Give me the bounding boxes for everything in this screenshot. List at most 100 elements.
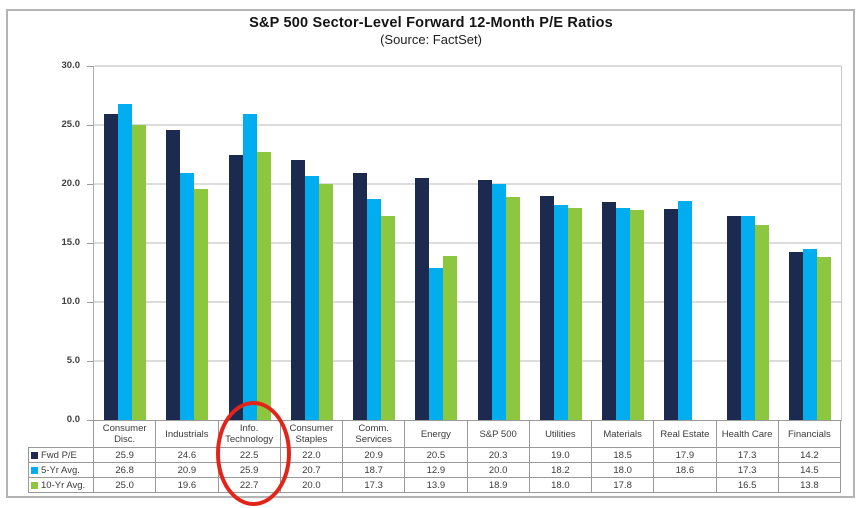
value-cell: 24.6 — [155, 447, 219, 463]
bar-5-yr-avg- — [242, 114, 257, 420]
bar-5-yr-avg- — [429, 267, 444, 420]
bar-10-yr-avg- — [630, 209, 645, 420]
highlight-ellipse-annotation — [215, 401, 291, 506]
chart-subtitle: (Source: FactSet) — [380, 32, 482, 47]
bar-5-yr-avg- — [118, 103, 133, 420]
value-cell: 16.5 — [715, 477, 779, 493]
bar-fwd-p-e — [228, 154, 243, 420]
gridline — [94, 124, 841, 126]
value-cell: 18.9 — [466, 477, 530, 493]
value-cell: 18.0 — [590, 462, 655, 478]
bar-10-yr-avg- — [256, 152, 271, 420]
bar-5-yr-avg- — [678, 200, 693, 420]
y-axis-tick — [87, 420, 93, 421]
category-header: Utilities — [528, 420, 593, 448]
gridline — [94, 301, 841, 303]
value-cell: 17.3 — [715, 462, 779, 478]
bar-group — [779, 66, 841, 420]
value-cell: 13.8 — [777, 477, 842, 493]
legend-swatch-icon — [31, 481, 38, 489]
value-cell: 18.0 — [528, 477, 593, 493]
bar-5-yr-avg- — [740, 215, 755, 420]
category-header: Health Care — [715, 420, 779, 448]
bar-group — [468, 66, 530, 420]
y-axis-label: 0.0 — [66, 414, 80, 425]
bar-group — [219, 66, 281, 420]
value-cell: 25.0 — [92, 477, 157, 493]
value-cell: 25.9 — [92, 447, 157, 463]
bar-10-yr-avg- — [816, 257, 831, 420]
bar-fwd-p-e — [166, 129, 181, 420]
table-row: 5-Yr Avg. 26.8 20.9 25.9 20.7 18.7 12.9 20.0 18.… — [28, 462, 842, 478]
bar-fwd-p-e — [104, 114, 119, 420]
gridline — [94, 242, 841, 244]
plot-area — [93, 65, 842, 421]
value-cell: 17.3 — [341, 477, 406, 493]
series-row-label: Fwd P/E — [28, 447, 94, 463]
value-cell: 17.3 — [715, 447, 779, 463]
value-cell: 26.8 — [92, 462, 157, 478]
value-cell: 20.3 — [466, 447, 530, 463]
bar-group — [156, 66, 218, 420]
bar-group — [717, 66, 779, 420]
y-axis-label: 30.0 — [61, 60, 81, 71]
value-cell: 20.5 — [404, 447, 468, 463]
bar-5-yr-avg- — [180, 173, 195, 420]
chart-title: S&P 500 Sector-Level Forward 12-Month P/… — [249, 15, 613, 31]
table-header-row: Consumer Disc. Industrials Info. Technolog… — [29, 420, 842, 448]
value-cell: 19.0 — [528, 447, 593, 463]
bar-group — [530, 66, 592, 420]
category-header: Industrials — [155, 420, 219, 448]
bar-fwd-p-e — [477, 180, 492, 420]
value-cell: 14.5 — [777, 462, 842, 478]
value-cell: 18.5 — [590, 447, 655, 463]
bar-10-yr-avg- — [754, 225, 769, 420]
y-axis-label: 25.0 — [61, 119, 81, 130]
value-cell: 22.0 — [279, 447, 344, 463]
data-table: Consumer Disc. Industrials Info. Technolog… — [28, 420, 842, 493]
value-cell: 13.9 — [404, 477, 468, 493]
bar-fwd-p-e — [788, 252, 803, 420]
value-cell: 20.0 — [279, 477, 344, 493]
bar-group — [343, 66, 405, 420]
y-axis-label: 10.0 — [61, 296, 81, 307]
category-header: S&P 500 — [466, 420, 530, 448]
bar-group — [592, 66, 654, 420]
value-cell — [653, 477, 717, 493]
y-axis-tick — [87, 184, 93, 185]
value-cell: 17.9 — [653, 447, 717, 463]
bar-5-yr-avg- — [491, 184, 506, 420]
table-body: Fwd P/E 25.9 24.6 22.5 22.0 20.9 20.5 20.3 19.0 1… — [28, 447, 842, 493]
table-row: Fwd P/E 25.9 24.6 22.5 22.0 20.9 20.5 20.3 19.0 1… — [28, 447, 842, 463]
gridline — [94, 183, 841, 185]
value-cell: 18.6 — [653, 462, 717, 478]
bar-fwd-p-e — [415, 178, 430, 420]
bar-fwd-p-e — [664, 208, 679, 420]
value-cell: 18.2 — [528, 462, 593, 478]
category-header: Financials — [777, 420, 842, 448]
bar-10-yr-avg- — [567, 207, 582, 420]
value-cell: 20.9 — [341, 447, 406, 463]
bar-10-yr-avg- — [194, 188, 209, 420]
y-axis-label: 5.0 — [66, 355, 80, 366]
bar-10-yr-avg- — [318, 184, 333, 420]
table-head: Consumer Disc. Industrials Info. Technolog… — [29, 420, 842, 448]
bar-fwd-p-e — [539, 195, 554, 420]
gridline — [94, 65, 841, 67]
series-row-label: 5-Yr Avg. — [28, 462, 94, 478]
bar-fwd-p-e — [726, 215, 741, 420]
category-header: Consumer Disc. — [92, 420, 157, 448]
value-cell: 12.9 — [404, 462, 468, 478]
y-axis-tick — [87, 66, 93, 67]
category-header: Materials — [590, 420, 655, 448]
y-axis-tick — [87, 125, 93, 126]
bar-fwd-p-e — [602, 201, 617, 420]
value-cell: 14.2 — [777, 447, 842, 463]
bar-5-yr-avg- — [304, 175, 319, 420]
value-cell: 19.6 — [155, 477, 219, 493]
bar-10-yr-avg- — [443, 255, 458, 420]
bar-10-yr-avg- — [132, 125, 147, 420]
bar-5-yr-avg- — [367, 199, 382, 420]
series-row-label: 10-Yr Avg. — [28, 477, 94, 493]
bar-5-yr-avg- — [553, 205, 568, 420]
